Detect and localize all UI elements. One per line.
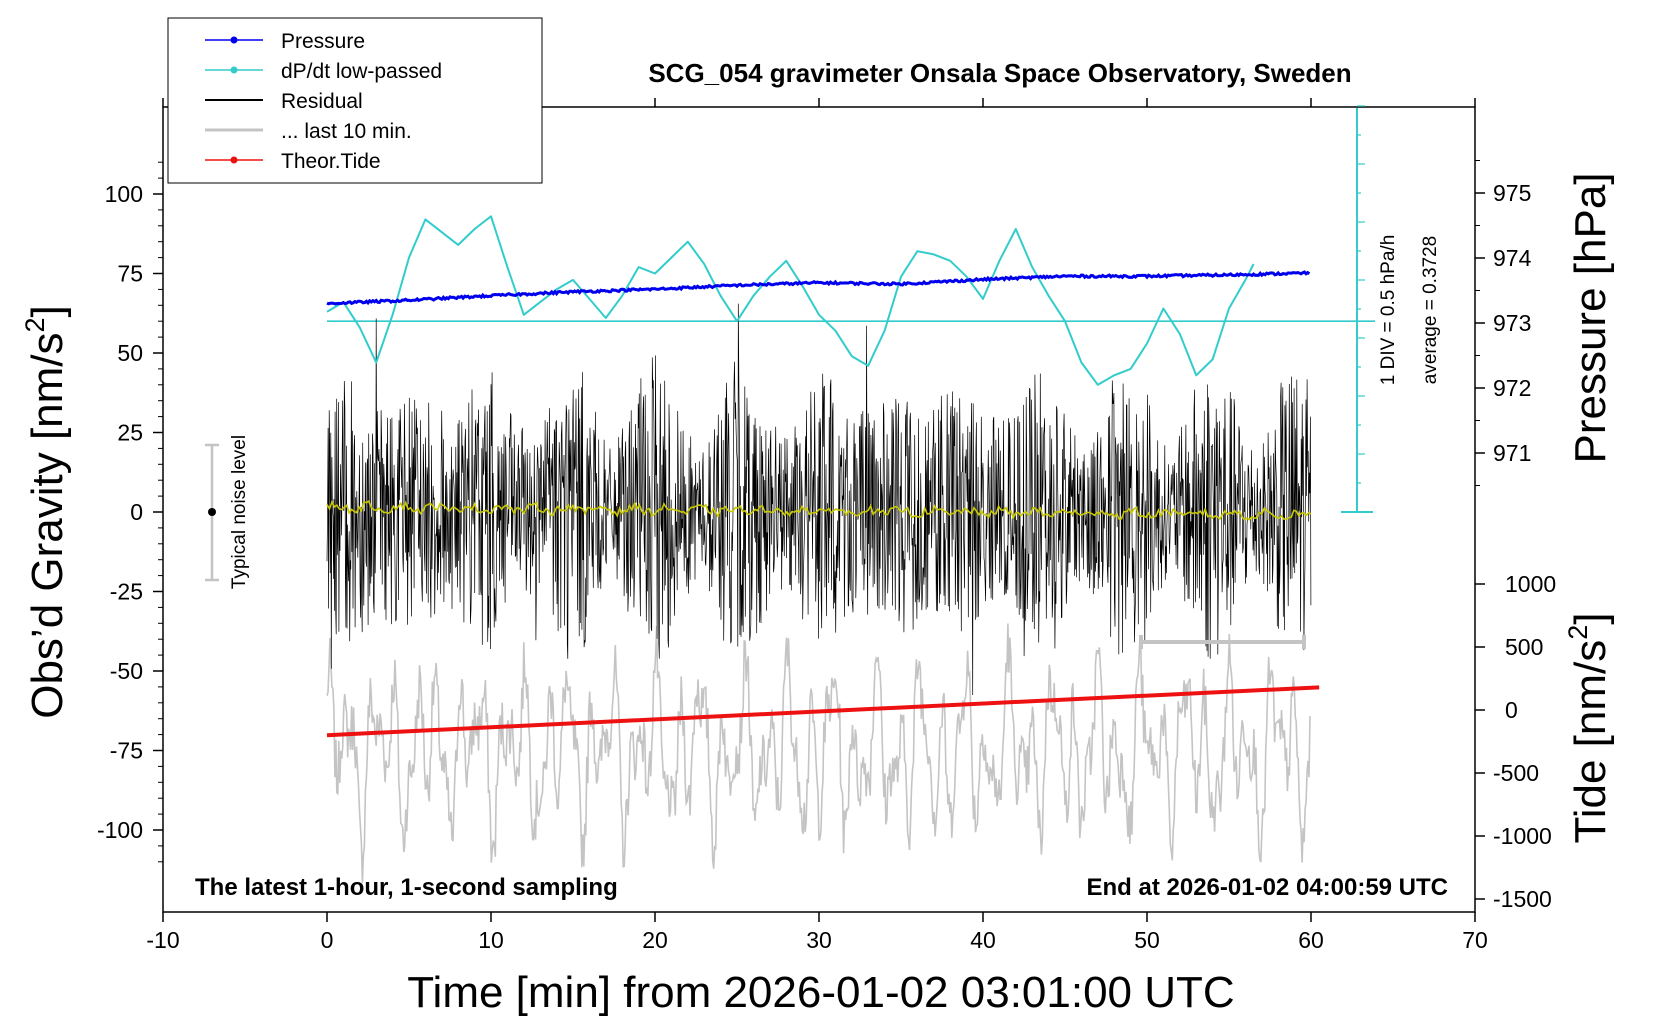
chart-title: SCG_054 gravimeter Onsala Space Observat… [648,58,1351,88]
y-tick-label-left: -50 [110,658,143,684]
y-tick-label-tide: -1500 [1493,886,1552,912]
y-axis-tide-title-sup: 2 [1563,625,1593,640]
dpdt-average-label: average = 0.3728 [1420,236,1441,384]
legend-pressure-marker [230,36,238,44]
dpdt-series [326,215,1255,386]
y-tick-label-tide: 500 [1505,634,1543,660]
y-tick-label-tide: 1000 [1505,571,1556,597]
last-10-min-marker [1139,635,1306,649]
legend-last10-label: ... last 10 min. [281,120,412,143]
residual-series [326,303,1312,696]
y-tick-label-pressure: 975 [1493,180,1531,206]
x-axis-title: Time [min] from 2026-01-02 03:01:00 UTC [407,968,1234,1017]
y-axis-left-title-close: ] [23,305,72,317]
y-tick-label-left: 75 [117,261,143,287]
y-tick-label-left: 25 [117,420,143,446]
x-tick-label: 0 [321,927,334,953]
y-tick-label-tide: -1000 [1493,823,1552,849]
dpdt-div-label: 1 DIV = 0.5 hPa/h [1378,235,1399,386]
residual-lowpass-series [326,500,1312,521]
noise-dot [208,508,216,516]
y-axis-left-title-main: Obs’d Gravity [nm/s [23,332,72,718]
y-tick-label-left: 100 [105,181,143,207]
legend-residual-label: Residual [281,90,363,113]
y-axis-left-title: Obs’d Gravity [nm/s2] [20,305,72,719]
y-tick-label-pressure: 973 [1493,310,1531,336]
y-tick-label-pressure: 971 [1493,440,1531,466]
legend-tide-marker [230,156,238,164]
subtitle-left: The latest 1-hour, 1-second sampling [195,874,618,901]
dpdt-scale: 1 DIV = 0.5 hPa/h average = 0.3728 [1341,105,1441,513]
noise-level-indicator: Typical noise level [205,435,250,589]
y-axis-tide-title-close: ] [1566,612,1615,624]
x-tick-label: 10 [478,927,504,953]
y-tick-label-left: 0 [130,499,143,525]
y-tick-label-left: 50 [117,340,143,366]
y-axis-tide-title: Tide [nm/s2] [1563,612,1615,843]
y-axis-right: 975 974 973 972 971 1000 500 0 -500 -1000 -1500 [1475,160,1556,912]
subtitle-right: End at 2026-01-02 04:00:59 UTC [1087,874,1449,901]
y-axis-pressure-title: Pressure [hPa] [1566,172,1615,463]
plot-data-layer [326,215,1375,884]
y-tick-label-left: -100 [97,817,143,843]
x-tick-label: 50 [1134,927,1160,953]
y-axis-left: 100 75 50 25 0 -25 -50 -75 -100 [97,161,163,863]
y-tick-label-left: -25 [110,579,143,605]
x-tick-label: 20 [642,927,668,953]
noise-label: Typical noise level [229,435,250,589]
last-10-min-series [326,623,1311,884]
y-tick-label-left: -75 [110,738,143,764]
legend-dpdt-label: dP/dt low-passed [281,60,442,83]
y-tick-label-pressure: 972 [1493,375,1531,401]
x-tick-label: 40 [970,927,996,953]
legend-pressure-label: Pressure [281,30,365,53]
y-tick-label-tide: -500 [1493,760,1539,786]
legend: Pressure dP/dt low-passed Residual ... l… [167,17,543,184]
legend-dpdt-marker [230,66,238,74]
y-axis-tide-title-main: Tide [nm/s [1566,640,1615,844]
y-tick-label-pressure: 974 [1493,245,1532,271]
x-tick-label: 70 [1462,927,1488,953]
x-tick-label: 30 [806,927,832,953]
tide-series [326,685,1320,738]
y-axis-left-title-sup: 2 [20,317,50,332]
pressure-series [326,270,1311,306]
x-tick-label: 60 [1298,927,1324,953]
legend-tide-label: Theor.Tide [281,150,381,173]
dpdt-scale-ticks [1357,105,1365,513]
x-axis: -10 0 10 20 30 40 50 60 70 [146,98,1488,953]
x-tick-label: -10 [146,927,179,953]
y-tick-label-tide: 0 [1505,697,1518,723]
